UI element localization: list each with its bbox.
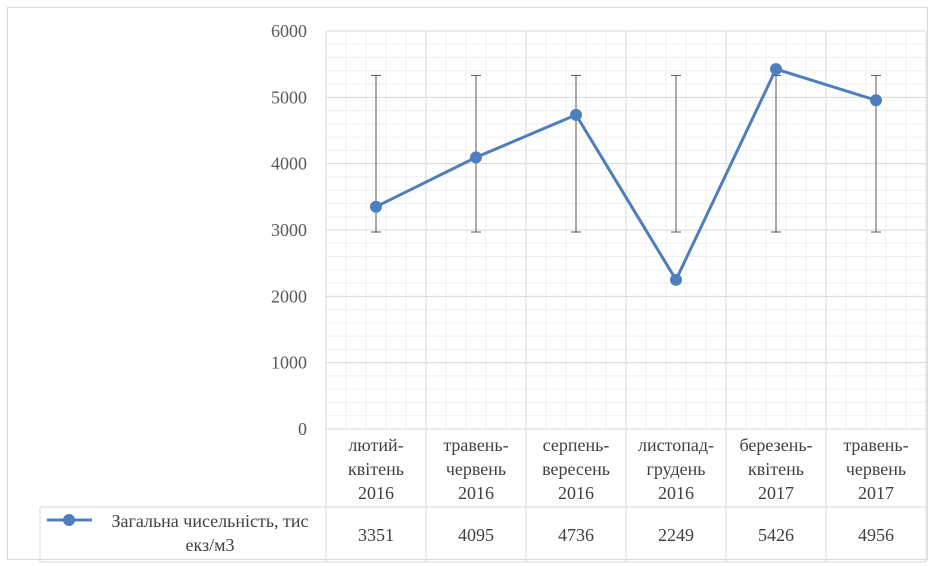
y-tick-label: 3000	[271, 220, 307, 240]
data-point	[770, 63, 782, 76]
category-label-line: червень	[446, 459, 506, 479]
y-tick-label: 4000	[271, 154, 307, 174]
category-label: травень-червень 2016	[443, 435, 508, 503]
legend-label-line: Загальна чисельність, тис	[111, 511, 308, 531]
category-label-line: червень	[846, 459, 906, 479]
category-label-line: листопад-	[638, 435, 714, 455]
category-label: листопад-грудень 2016	[638, 435, 714, 503]
data-point	[670, 273, 682, 286]
category-label-line: серпень-	[543, 435, 610, 455]
legend-label: Загальна чисельність, тис екз/м3	[111, 511, 308, 555]
category-label-line: грудень	[646, 459, 705, 479]
series-polyline	[375, 67, 877, 282]
table-value-cell: 4956	[858, 525, 894, 545]
table-value-cell: 4736	[558, 525, 594, 545]
category-label-line: 2017	[758, 483, 794, 503]
y-tick-label: 6000	[271, 21, 307, 41]
table-value-cell: 2249	[658, 525, 694, 545]
table-value-cell: 5426	[758, 525, 794, 545]
category-label-line: травень-	[843, 435, 908, 455]
legend-label-line: екз/м3	[186, 535, 235, 555]
y-tick-label: 2000	[271, 286, 307, 306]
table-value-cell: 3351	[358, 525, 394, 545]
data-point	[570, 108, 582, 121]
category-label: травень-червень 2017	[843, 435, 908, 503]
category-label-line: квітень	[348, 459, 404, 479]
category-label-line: 2016	[458, 483, 494, 503]
data-point	[870, 94, 882, 107]
grid-lines	[325, 30, 927, 562]
y-tick-label: 1000	[271, 353, 307, 373]
y-axis-tick-labels: 0 1000 2000 3000 4000 5000 6000	[271, 21, 307, 439]
category-label: серпень-вересень 2016	[542, 435, 610, 503]
data-point	[470, 151, 482, 164]
category-label-line: квітень	[748, 459, 804, 479]
category-label-line: 2017	[858, 483, 894, 503]
table-value-cell: 4095	[458, 525, 494, 545]
category-label: лютий-квітень 2016	[348, 435, 404, 503]
y-tick-label: 0	[298, 419, 307, 439]
category-label-line: вересень	[542, 459, 610, 479]
chart-frame	[7, 7, 928, 560]
category-label-line: 2016	[658, 483, 694, 503]
category-label-line: травень-	[443, 435, 508, 455]
data-point	[370, 200, 382, 213]
y-tick-label: 5000	[271, 87, 307, 107]
category-label-line: лютий-	[348, 435, 403, 455]
legend-marker-swatch	[63, 514, 75, 526]
category-label-line: березень-	[739, 435, 812, 455]
category-label-line: 2016	[358, 483, 394, 503]
series-line	[370, 63, 882, 286]
category-label-line: 2016	[558, 483, 594, 503]
category-label: березень-квітень 2017	[739, 435, 812, 503]
